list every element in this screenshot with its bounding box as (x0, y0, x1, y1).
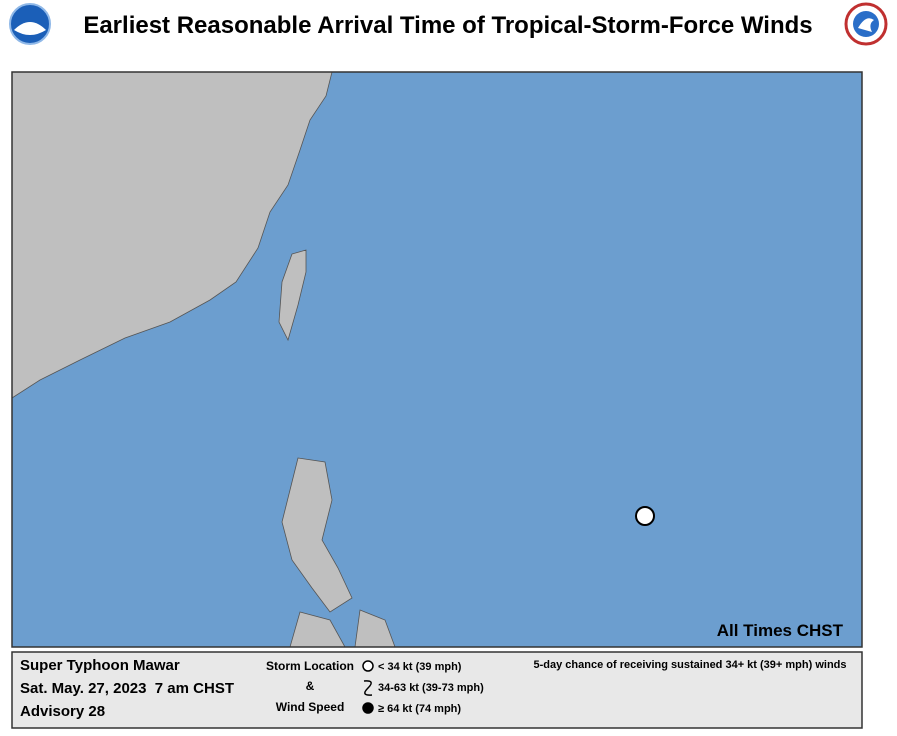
noaa-logo (9, 3, 51, 45)
legend-title: 5-day chance of receiving sustained 34+ … (534, 659, 847, 671)
storm-date: Sat. May. 27, 2023 7 am CHST (20, 680, 234, 697)
title: Earliest Reasonable Arrival Time of Trop… (83, 12, 812, 39)
storm-name: Super Typhoon Mawar (20, 657, 180, 674)
key-title: Storm Location (266, 659, 354, 673)
key-title: & (306, 679, 315, 693)
key-item: 34-63 kt (39-73 mph) (378, 682, 484, 694)
map-frame (11, 71, 863, 648)
key-item: ≥ 64 kt (74 mph) (378, 703, 461, 715)
key-item: < 34 kt (39 mph) (378, 661, 462, 673)
key-icons (362, 660, 374, 714)
land (11, 71, 396, 648)
footer-box (11, 651, 863, 729)
key-title: Wind Speed (276, 700, 345, 714)
map-note: All Times CHST (717, 621, 844, 640)
storm-center (635, 506, 655, 526)
nws-logo (844, 2, 888, 46)
advisory: Advisory 28 (20, 703, 105, 720)
